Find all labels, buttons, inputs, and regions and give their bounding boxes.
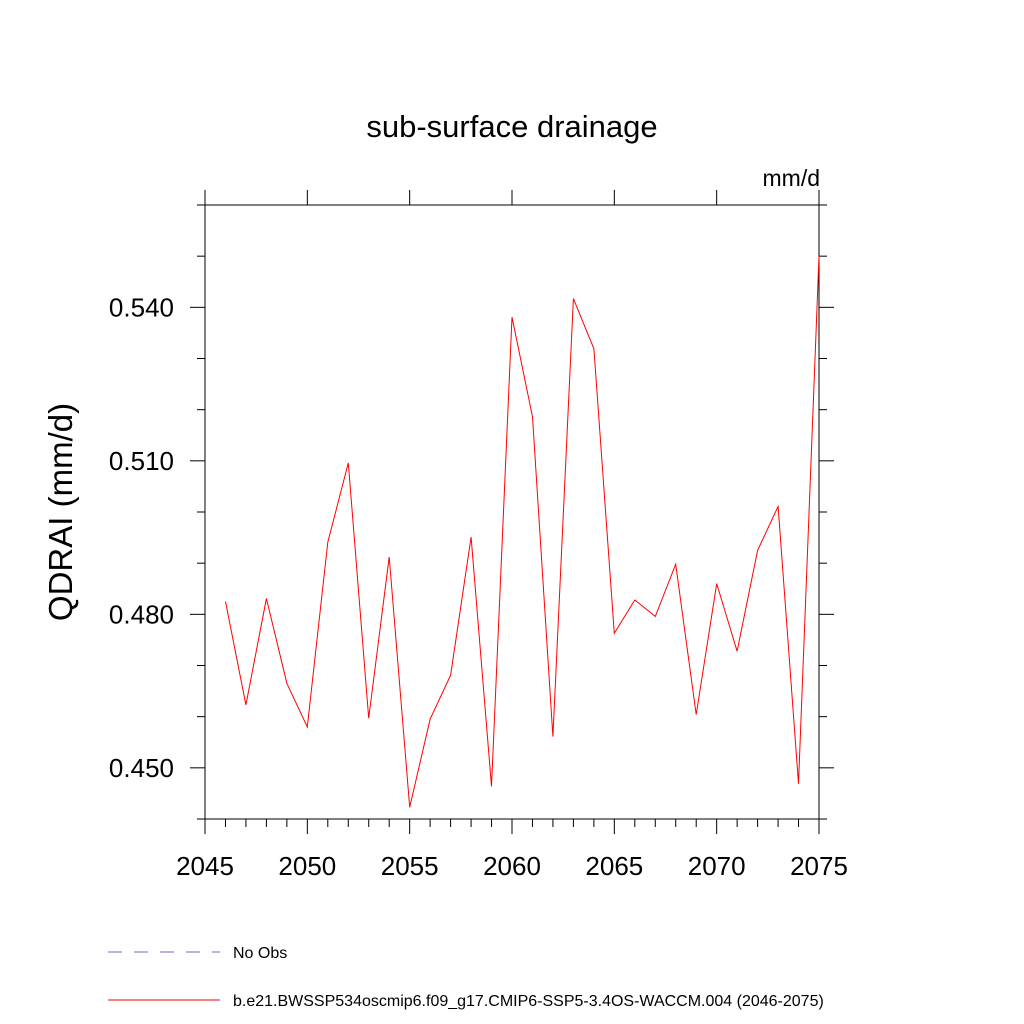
series-line [225,256,820,808]
axis-ticks [190,190,834,834]
y-axis-label: QDRAI (mm/d) [42,403,79,621]
y-tick-label: 0.480 [109,599,174,629]
x-tick-label: 2075 [790,851,848,881]
legend: No Obs b.e21.BWSSP534oscmip6.f09_g17.CMIP… [108,945,824,1010]
legend-label: b.e21.BWSSP534oscmip6.f09_g17.CMIP6-SSP5… [233,993,824,1010]
y-tick-label: 0.540 [109,292,174,322]
y-tick-label: 0.450 [109,753,174,783]
legend-label: No Obs [233,945,287,962]
x-tick-label: 2055 [381,851,439,881]
chart-title: sub-surface drainage [366,109,657,144]
y-tick-label: 0.510 [109,446,174,476]
x-tick-label: 2070 [688,851,746,881]
x-tick-label: 2045 [176,851,234,881]
plot-frame [204,204,820,820]
series-group [225,256,820,808]
x-tick-label: 2050 [278,851,336,881]
x-tick-label: 2060 [483,851,541,881]
tick-labels: 2045 2050 2055 2060 2065 2070 2075 0.450 0.480 0.… [109,292,848,881]
units-label: mm/d [763,165,821,191]
x-tick-label: 2065 [585,851,643,881]
